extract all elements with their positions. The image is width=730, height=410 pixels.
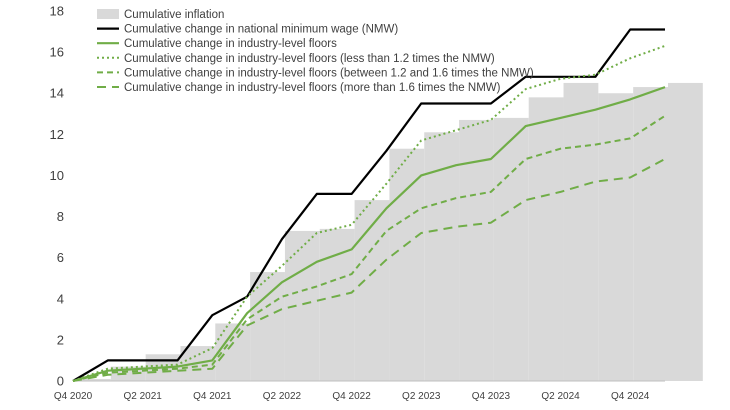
y-tick-label: 4	[57, 291, 64, 306]
inflation-bar	[563, 82, 599, 381]
y-tick-label: 8	[57, 209, 64, 224]
y-tick-label: 10	[50, 168, 64, 183]
inflation-bar	[493, 117, 529, 381]
legend-label: Cumulative inflation	[124, 9, 224, 21]
inflation-bar	[668, 82, 703, 381]
series-line	[72, 86, 666, 383]
x-tick-label: Q2 2022	[263, 391, 302, 402]
y-tick-label: 2	[57, 332, 64, 347]
y-tick-label: 0	[57, 374, 64, 389]
series-line	[72, 44, 666, 382]
inflation-bar	[598, 93, 634, 381]
x-tick-label: Q4 2023	[472, 391, 511, 402]
y-tick-label: 14	[50, 86, 64, 101]
x-tick-label: Q4 2020	[54, 391, 93, 402]
x-tick-label: Q4 2021	[193, 391, 232, 402]
x-tick-label: Q4 2022	[332, 391, 371, 402]
inflation-bar	[528, 97, 564, 381]
y-tick-label: 12	[50, 127, 64, 142]
legend-label: Cumulative change in industry-level floo…	[124, 82, 501, 94]
legend-label: Cumulative change in industry-level floo…	[124, 53, 495, 65]
y-tick-label: 6	[57, 250, 64, 265]
inflation-bar	[250, 272, 285, 381]
inflation-bar	[389, 148, 425, 381]
series-line	[72, 114, 666, 382]
x-tick-label: Q2 2023	[402, 391, 441, 402]
inflation-bar	[319, 228, 355, 381]
legend-swatch-inflation	[97, 9, 119, 19]
series-line	[72, 28, 665, 382]
inflation-bar	[284, 230, 320, 381]
legend-label: Cumulative change in national minimum wa…	[124, 24, 398, 36]
series-layer	[72, 28, 666, 383]
inflation-area-layer	[76, 82, 703, 382]
legend-label: Cumulative change in industry-level floo…	[124, 67, 534, 79]
x-tick-label: Q2 2021	[123, 391, 162, 402]
inflation-bar	[76, 378, 111, 381]
axis-layer: 0 2 4 6 8 10 12 14 16 18 Q4 2020 Q2 2021 Q4 2021 Q2 2…	[50, 4, 665, 402]
legend: Cumulative inflation Cumulative change in…	[97, 9, 534, 94]
x-tick-label: Q4 2024	[611, 391, 650, 402]
inflation-bar	[354, 200, 390, 381]
y-tick-label: 16	[50, 45, 64, 60]
legend-label: Cumulative change in industry-level floo…	[124, 38, 337, 50]
inflation-bar	[633, 87, 668, 382]
y-tick-label: 18	[50, 4, 64, 19]
x-tick-label: Q2 2024	[541, 391, 580, 402]
